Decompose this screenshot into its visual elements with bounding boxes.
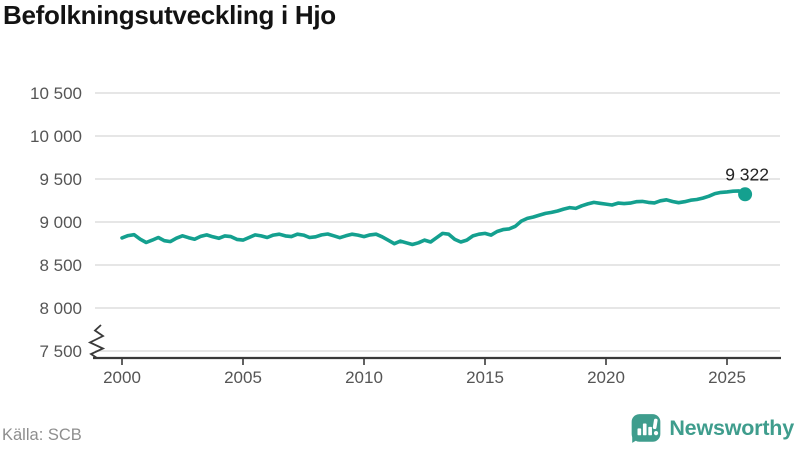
y-axis-tick-label: 10 000: [30, 127, 82, 146]
newsworthy-logo[interactable]: Newsworthy: [630, 412, 794, 445]
x-axis-tick-label: 2020: [587, 368, 625, 387]
population-line: [120, 189, 747, 247]
y-axis-tick-label: 7 500: [39, 342, 82, 361]
newsworthy-logo-label: Newsworthy: [669, 416, 794, 440]
y-axis-tick-label: 9 000: [39, 213, 82, 232]
x-axis-tick-label: 2015: [466, 368, 504, 387]
x-axis-tick-label: 2000: [103, 368, 141, 387]
y-axis-tick-label: 9 500: [39, 170, 82, 189]
x-axis-tick-label: 2005: [224, 368, 262, 387]
y-axis-tick-label: 8 000: [39, 299, 82, 318]
x-axis-tick-label: 2025: [708, 368, 746, 387]
y-axis-tick-label: 10 500: [30, 84, 82, 103]
y-axis-tick-label: 8 500: [39, 256, 82, 275]
series-end-label: 9 322: [725, 164, 769, 184]
x-axis-tick-label: 2010: [345, 368, 383, 387]
newsworthy-bubble-chart-icon: [632, 414, 661, 443]
y-axis-break-icon: [87, 324, 106, 359]
source-caption: Källa: SCB: [2, 426, 82, 444]
chart-title: Befolkningsutveckling i Hjo: [3, 0, 336, 30]
series-end-dot: [738, 187, 753, 202]
